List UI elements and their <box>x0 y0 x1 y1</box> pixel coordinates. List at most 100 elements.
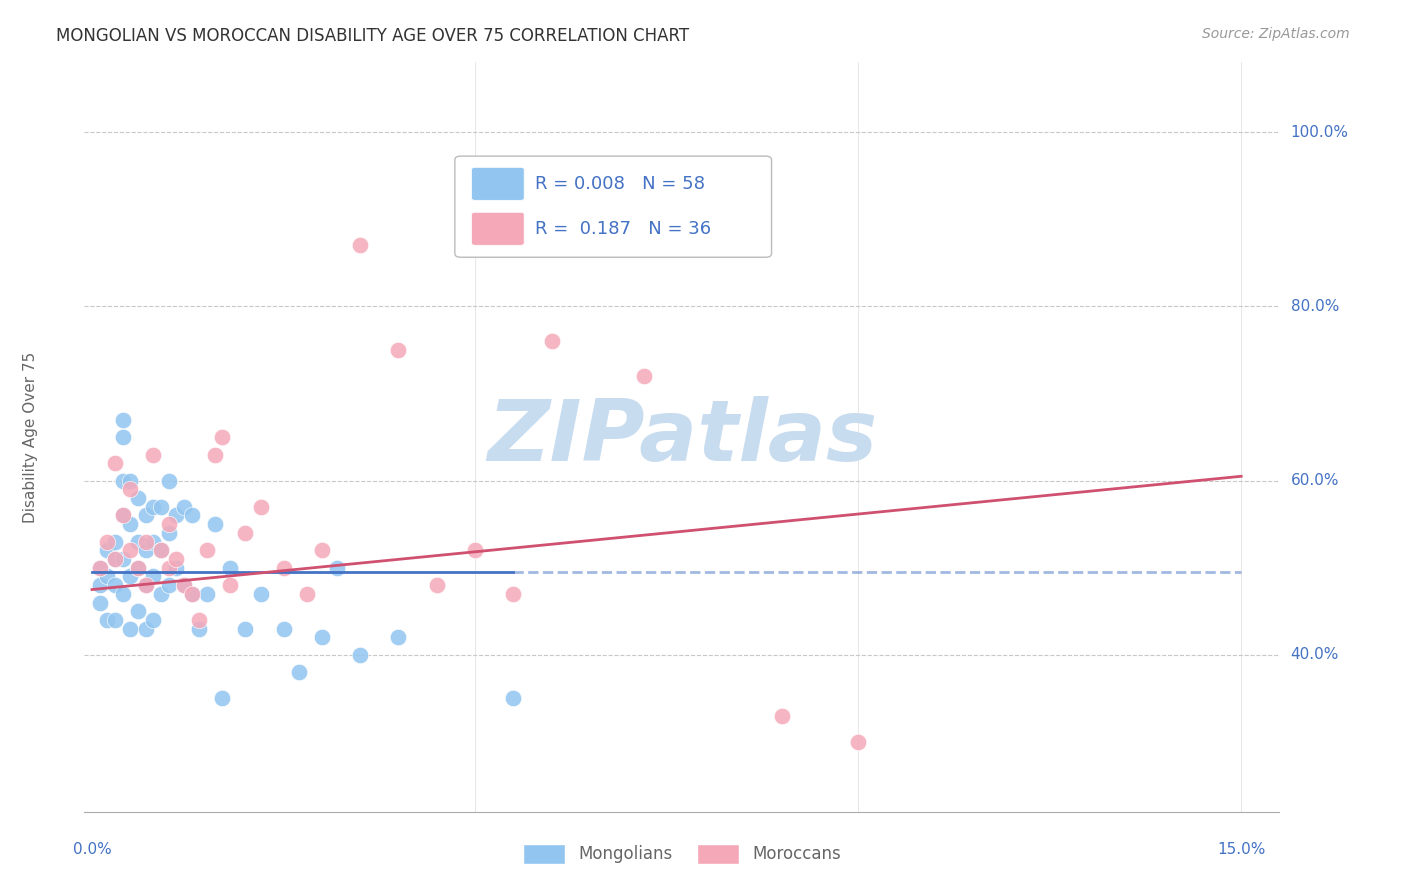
Point <box>326 561 349 575</box>
Point <box>211 430 233 444</box>
Point <box>142 500 165 514</box>
Point <box>111 430 134 444</box>
Point <box>127 534 149 549</box>
Point <box>233 525 256 540</box>
Point <box>157 578 180 592</box>
Point <box>96 534 118 549</box>
Point <box>770 709 793 723</box>
Point <box>464 543 486 558</box>
Point <box>120 569 142 583</box>
Point <box>96 543 118 558</box>
Text: 60.0%: 60.0% <box>1291 473 1339 488</box>
Point <box>157 517 180 532</box>
Text: Disability Age Over 75: Disability Age Over 75 <box>22 351 38 523</box>
Legend: Mongolians, Moroccans: Mongolians, Moroccans <box>516 838 848 871</box>
Point <box>249 500 271 514</box>
Point <box>127 561 149 575</box>
Point <box>165 561 187 575</box>
Point <box>387 631 409 645</box>
Text: ZIPatlas: ZIPatlas <box>486 395 877 479</box>
Point <box>142 534 165 549</box>
Point <box>104 613 127 627</box>
Point <box>219 578 242 592</box>
Point <box>165 552 187 566</box>
Text: 80.0%: 80.0% <box>1291 299 1339 314</box>
Point <box>104 456 127 470</box>
Point <box>233 622 256 636</box>
Point <box>120 483 142 497</box>
Point <box>846 735 869 749</box>
Point <box>311 631 333 645</box>
Point <box>173 500 195 514</box>
FancyBboxPatch shape <box>471 168 524 201</box>
Point <box>502 587 524 601</box>
FancyBboxPatch shape <box>471 212 524 245</box>
Point <box>135 508 157 523</box>
Point <box>104 534 127 549</box>
Point <box>195 543 218 558</box>
Point <box>111 587 134 601</box>
Point <box>219 561 242 575</box>
Point <box>295 587 318 601</box>
Point <box>502 691 524 706</box>
Point <box>135 543 157 558</box>
Point <box>142 448 165 462</box>
Point <box>149 543 172 558</box>
Point <box>288 665 311 680</box>
Point <box>204 517 226 532</box>
Point <box>426 578 449 592</box>
Point <box>89 561 111 575</box>
Point <box>211 691 233 706</box>
Point <box>111 474 134 488</box>
Point <box>127 604 149 618</box>
Point <box>173 578 195 592</box>
Point <box>127 491 149 505</box>
Text: Source: ZipAtlas.com: Source: ZipAtlas.com <box>1202 27 1350 41</box>
Point <box>157 525 180 540</box>
Point <box>204 448 226 462</box>
Point <box>633 369 655 384</box>
Point <box>120 622 142 636</box>
Point <box>89 596 111 610</box>
Point <box>195 587 218 601</box>
Point <box>89 578 111 592</box>
Point <box>149 587 172 601</box>
Point <box>96 569 118 583</box>
Point <box>149 543 172 558</box>
Point <box>142 613 165 627</box>
Point <box>349 648 371 662</box>
Point <box>127 561 149 575</box>
Point <box>249 587 271 601</box>
Point <box>111 412 134 426</box>
Text: 0.0%: 0.0% <box>73 842 111 857</box>
Point <box>540 334 562 349</box>
Point <box>135 534 157 549</box>
Point <box>135 578 157 592</box>
Point <box>89 561 111 575</box>
Text: 40.0%: 40.0% <box>1291 648 1339 663</box>
Point <box>111 508 134 523</box>
Point <box>104 578 127 592</box>
FancyBboxPatch shape <box>456 156 772 257</box>
Point <box>180 508 202 523</box>
Point <box>273 561 295 575</box>
Point <box>120 543 142 558</box>
Text: R =  0.187   N = 36: R = 0.187 N = 36 <box>534 219 711 238</box>
Point <box>157 474 180 488</box>
Point <box>104 552 127 566</box>
Point <box>104 552 127 566</box>
Point <box>120 517 142 532</box>
Point <box>149 500 172 514</box>
Point <box>387 343 409 357</box>
Point <box>111 552 134 566</box>
Point <box>135 578 157 592</box>
Point <box>173 578 195 592</box>
Text: 15.0%: 15.0% <box>1218 842 1265 857</box>
Text: R = 0.008   N = 58: R = 0.008 N = 58 <box>534 175 704 193</box>
Point <box>188 622 211 636</box>
Point <box>135 622 157 636</box>
Point <box>96 613 118 627</box>
Text: MONGOLIAN VS MOROCCAN DISABILITY AGE OVER 75 CORRELATION CHART: MONGOLIAN VS MOROCCAN DISABILITY AGE OVE… <box>56 27 689 45</box>
Point <box>180 587 202 601</box>
Point <box>311 543 333 558</box>
